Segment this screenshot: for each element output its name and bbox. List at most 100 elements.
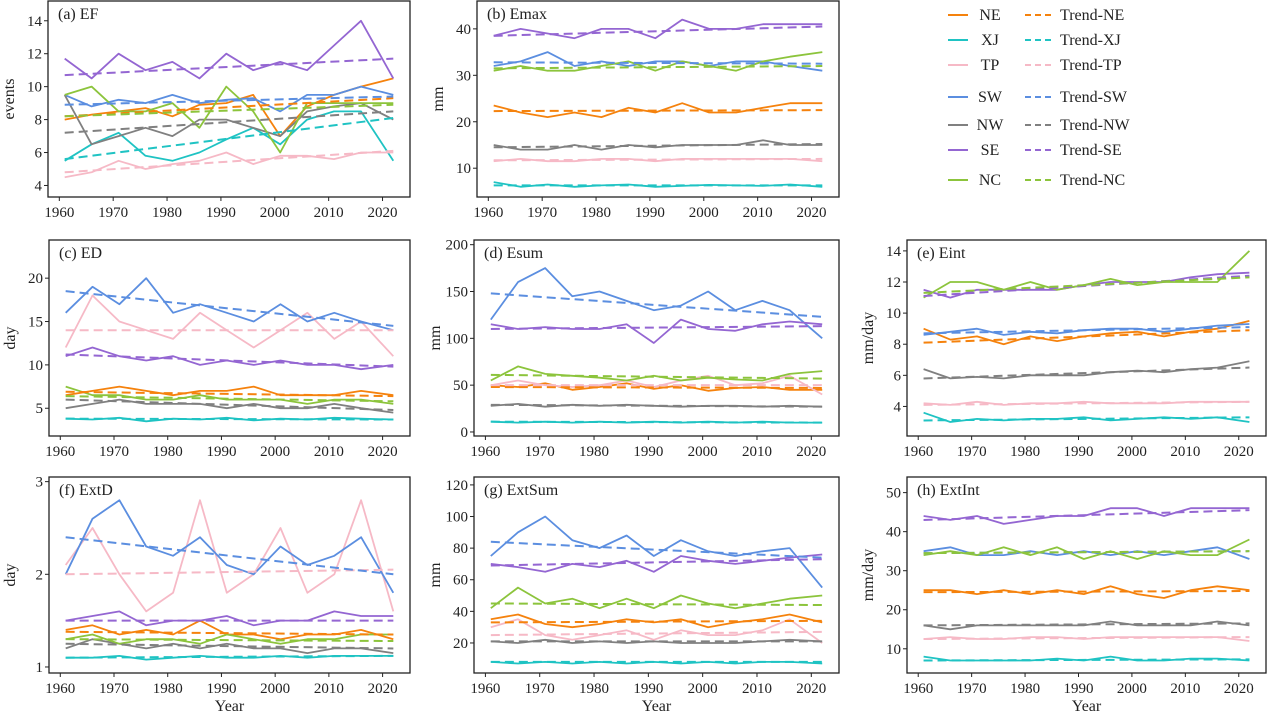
trend-line-SE xyxy=(64,57,394,77)
y-axis-label: mm xyxy=(430,86,447,111)
panel-e: (e) Eint 1960 1970 1980 1990 2000 2010 2020 4 6 8 1… xyxy=(860,239,1267,460)
series-line-SE xyxy=(65,610,394,627)
trend-line-NW xyxy=(923,366,1250,380)
x-tick-label: 2010 xyxy=(1170,681,1200,697)
series-line-SE xyxy=(490,318,823,344)
legend-trend-label: Trend-NE xyxy=(1060,7,1124,24)
x-axis-label: Year xyxy=(215,698,245,715)
y-axis-label: mm xyxy=(427,562,444,587)
series-line-TP xyxy=(64,499,395,613)
legend-trend-label: Trend-NC xyxy=(1060,172,1125,189)
x-tick-label: 1960 xyxy=(473,205,503,221)
y-tick-label: 100 xyxy=(446,331,469,347)
trend-line-TP xyxy=(65,568,394,576)
y-tick-label: 40 xyxy=(456,22,471,38)
x-tick-label: 2000 xyxy=(1117,681,1147,697)
x-tick-label: 2010 xyxy=(314,681,344,697)
y-tick-label: 10 xyxy=(886,306,901,322)
x-tick-label: 1970 xyxy=(99,681,129,697)
series-line-SE xyxy=(490,553,823,573)
y-axis-label: mm/day xyxy=(860,549,877,601)
y-axis-label: day xyxy=(2,563,19,586)
trend-line-NE xyxy=(65,630,394,636)
x-tick-label: 2020 xyxy=(1224,681,1254,697)
trend-line-XJ xyxy=(923,658,1250,662)
trend-line-TP xyxy=(923,400,1250,406)
trend-line-NC xyxy=(65,395,394,403)
x-axis-label: Year xyxy=(642,698,672,715)
x-tick-label: 2020 xyxy=(796,681,826,697)
x-tick-label: 2000 xyxy=(688,444,718,460)
x-tick-label: 1990 xyxy=(206,681,236,697)
x-tick-label: 1980 xyxy=(152,205,182,221)
y-tick-label: 2 xyxy=(36,567,44,583)
x-tick-label: 2000 xyxy=(1117,444,1147,460)
series-line-NC xyxy=(923,538,1250,560)
x-tick-label: 1980 xyxy=(1010,681,1040,697)
trend-line-SW xyxy=(65,290,394,327)
legend-label: XJ xyxy=(981,32,999,49)
series-line-NW xyxy=(65,398,394,414)
x-tick-label: 2000 xyxy=(688,681,718,697)
trend-line-NE xyxy=(493,109,823,113)
x-tick-label: 1980 xyxy=(1010,444,1040,460)
series-line-SW xyxy=(490,267,823,339)
y-tick-label: 10 xyxy=(27,80,42,96)
trend-line-SW xyxy=(923,326,1250,335)
series-line-NE xyxy=(65,385,394,397)
trend-line-NC xyxy=(65,638,394,643)
y-tick-label: 50 xyxy=(886,486,901,502)
y-tick-label: 200 xyxy=(446,238,469,254)
panel-title: (f) ExtD xyxy=(59,482,113,499)
x-tick-label: 1990 xyxy=(206,444,236,460)
series-line-SW xyxy=(65,277,394,332)
legend-trend-label: Trend-NW xyxy=(1060,117,1131,134)
y-tick-label: 10 xyxy=(886,642,901,658)
trend-line-SW xyxy=(64,95,394,106)
x-tick-label: 1960 xyxy=(903,444,933,460)
panel-h: (h) ExtInt 1960 1970 1980 1990 2000 2010 2020 10… xyxy=(860,476,1267,715)
x-tick-label: 1960 xyxy=(45,444,75,460)
y-tick-label: 4 xyxy=(894,399,902,415)
y-tick-label: 8 xyxy=(35,113,43,129)
y-tick-label: 20 xyxy=(886,603,901,619)
legend-label: NC xyxy=(979,172,1001,189)
series-line-SE xyxy=(64,19,395,80)
x-axis-label: Year xyxy=(1072,698,1102,715)
trend-line-NC xyxy=(490,602,823,607)
x-tick-label: 2010 xyxy=(314,444,344,460)
y-tick-label: 20 xyxy=(453,636,468,652)
x-tick-label: 1990 xyxy=(1063,444,1093,460)
trend-line-NC xyxy=(923,276,1250,294)
series-line-XJ xyxy=(65,416,394,423)
x-tick-label: 1970 xyxy=(525,444,555,460)
series-line-SW xyxy=(490,515,823,589)
trend-line-SE xyxy=(923,274,1250,297)
series-line-NE xyxy=(923,585,1250,599)
trend-line-SE xyxy=(493,25,823,37)
trend-line-NW xyxy=(64,110,394,134)
x-tick-label: 1980 xyxy=(153,681,183,697)
y-tick-label: 4 xyxy=(35,178,43,194)
plot-frame xyxy=(47,0,411,198)
x-tick-label: 2020 xyxy=(797,205,827,221)
x-tick-label: 2020 xyxy=(796,444,826,460)
y-tick-label: 30 xyxy=(456,68,471,84)
legend-trend-label: Trend-XJ xyxy=(1060,32,1121,49)
x-tick-label: 1960 xyxy=(470,681,500,697)
x-tick-label: 1970 xyxy=(527,205,557,221)
trend-line-TP xyxy=(64,149,394,174)
legend-label: SW xyxy=(978,89,1003,106)
x-tick-label: 2010 xyxy=(742,681,772,697)
y-tick-label: 0 xyxy=(461,425,469,441)
panel-d: (d) Esum 1960 1970 1980 1990 2000 2010 2020 0 50 1… xyxy=(427,238,840,460)
x-tick-label: 1960 xyxy=(470,444,500,460)
y-tick-label: 12 xyxy=(886,275,901,291)
x-tick-label: 2020 xyxy=(368,681,398,697)
panel-title: (d) Esum xyxy=(484,245,544,262)
panel-f: (f) ExtD 1960 1970 1980 1990 2000 2010 2020 1 2 3 d… xyxy=(2,475,411,715)
legend-label: SE xyxy=(981,142,1000,159)
x-tick-label: 1970 xyxy=(99,444,129,460)
x-tick-label: 2000 xyxy=(260,444,290,460)
